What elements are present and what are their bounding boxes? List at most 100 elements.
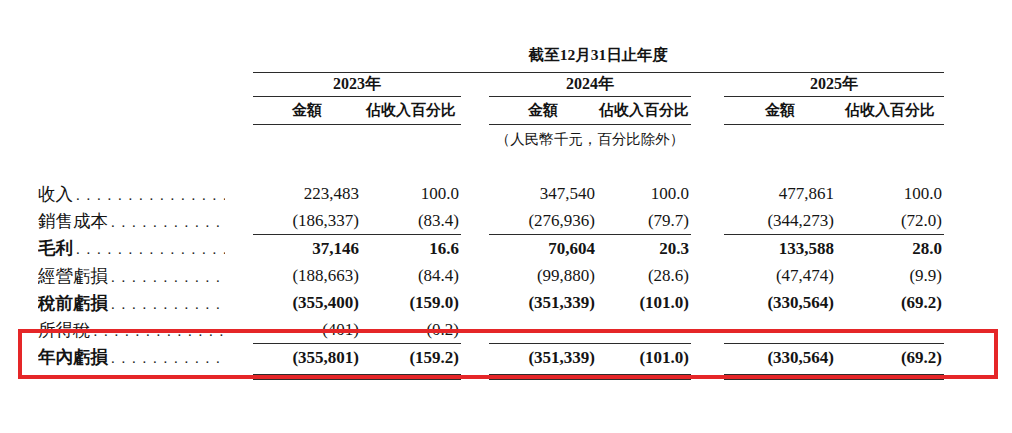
table-row: 年內虧損. . . . . . . . . . . . . . . . . . … — [38, 344, 944, 372]
amount-cell: (351,339) — [489, 289, 597, 316]
amount-cell: (276,936) — [489, 207, 597, 235]
column-gap — [691, 207, 724, 235]
amount-cell: 133,588 — [724, 235, 836, 263]
empty-cell — [253, 125, 461, 161]
amount-cell: – — [724, 316, 836, 344]
amount-header: 金額 — [489, 97, 597, 125]
empty-cell — [38, 371, 253, 385]
pct-cell: (159.2) — [361, 344, 461, 372]
double-rule-cell — [724, 371, 836, 385]
pct-cell: 100.0 — [361, 180, 461, 207]
period-title-row: 截至12月31日止年度 — [38, 30, 944, 73]
row-label-cell: 所得稅. . . . . . . . . . . . . . . . . . .… — [38, 316, 253, 344]
amount-cell: (351,339) — [489, 344, 597, 372]
column-gap — [461, 180, 489, 207]
dot-leader: . . . . . . . . . . . . . . . . . . . . … — [111, 269, 225, 286]
table-row: 毛利. . . . . . . . . . . . . . . . . . . … — [38, 235, 944, 263]
pct-cell: 20.3 — [597, 235, 691, 263]
financial-statement-page: 截至12月31日止年度 2023年 2024年 2025年 金額 佔收入百分比 … — [0, 0, 1012, 433]
pct-cell: 28.0 — [836, 235, 944, 263]
amount-cell: (355,400) — [253, 289, 361, 316]
amount-cell: 70,604 — [489, 235, 597, 263]
column-header-row: 金額 佔收入百分比 金額 佔收入百分比 金額 佔收入百分比 — [38, 97, 944, 125]
column-gap — [691, 97, 724, 125]
pct-cell: (101.0) — [597, 289, 691, 316]
dot-leader: . . . . . . . . . . . . . . . . . . . . … — [76, 241, 225, 258]
amount-cell: (188,663) — [253, 262, 361, 289]
row-label: 毛利 — [38, 236, 73, 260]
empty-cell — [38, 97, 253, 125]
amount-cell: 223,483 — [253, 180, 361, 207]
column-gap — [461, 235, 489, 263]
row-label-cell: 毛利. . . . . . . . . . . . . . . . . . . … — [38, 235, 253, 263]
table-row: 所得稅. . . . . . . . . . . . . . . . . . .… — [38, 316, 944, 344]
column-gap — [691, 289, 724, 316]
empty-cell — [724, 125, 944, 161]
pct-header: 佔收入百分比 — [597, 97, 691, 125]
column-gap — [461, 344, 489, 372]
pct-cell: (83.4) — [361, 207, 461, 235]
row-label-cell: 收入. . . . . . . . . . . . . . . . . . . … — [38, 180, 253, 207]
column-gap — [461, 73, 489, 97]
spacer-row — [38, 160, 944, 180]
column-gap — [691, 235, 724, 263]
pct-cell: – — [836, 316, 944, 344]
row-label: 稅前虧損 — [38, 291, 108, 315]
column-gap — [461, 125, 489, 161]
dot-leader: . . . . . . . . . . . . . . . . . . . . … — [76, 187, 225, 204]
empty-cell — [38, 160, 944, 180]
table-row: 銷售成本. . . . . . . . . . . . . . . . . . … — [38, 207, 944, 235]
column-gap — [691, 344, 724, 372]
year-header-2025: 2025年 — [724, 73, 944, 97]
double-rule-cell — [253, 371, 361, 385]
dot-leader: . . . . . . . . . . . . . . . . . . . . … — [111, 350, 225, 367]
dot-leader: . . . . . . . . . . . . . . . . . . . . … — [94, 323, 226, 340]
row-label: 經營虧損 — [38, 264, 108, 288]
amount-cell: 477,861 — [724, 180, 836, 207]
table-row: 經營虧損. . . . . . . . . . . . . . . . . . … — [38, 262, 944, 289]
amount-header: 金額 — [253, 97, 361, 125]
empty-cell — [38, 73, 253, 97]
year-header-row: 2023年 2024年 2025年 — [38, 73, 944, 97]
double-rule-row — [38, 371, 944, 385]
pct-cell: (9.9) — [836, 262, 944, 289]
empty-cell — [38, 125, 253, 161]
row-label: 所得稅 — [38, 318, 91, 342]
amount-cell: 347,540 — [489, 180, 597, 207]
column-gap — [691, 73, 724, 97]
dot-leader: . . . . . . . . . . . . . . . . . . . . … — [111, 296, 225, 313]
column-gap — [691, 125, 724, 161]
pct-cell: (84.4) — [361, 262, 461, 289]
unit-note-row: （人民幣千元，百分比除外） — [38, 125, 944, 161]
dot-leader: . . . . . . . . . . . . . . . . . . . . … — [111, 214, 225, 231]
amount-header: 金額 — [724, 97, 836, 125]
pct-cell: (69.2) — [836, 289, 944, 316]
pct-header: 佔收入百分比 — [836, 97, 944, 125]
pct-cell: – — [597, 316, 691, 344]
column-gap — [691, 316, 724, 344]
pct-cell: (69.2) — [836, 344, 944, 372]
pct-cell: (79.7) — [597, 207, 691, 235]
double-rule-cell — [597, 371, 691, 385]
column-gap — [691, 371, 724, 385]
year-header-2023: 2023年 — [253, 73, 461, 97]
column-gap — [461, 207, 489, 235]
amount-cell: (47,474) — [724, 262, 836, 289]
pct-cell: (72.0) — [836, 207, 944, 235]
amount-cell: (186,337) — [253, 207, 361, 235]
column-gap — [461, 289, 489, 316]
double-rule-cell — [361, 371, 461, 385]
amount-cell: (355,801) — [253, 344, 361, 372]
row-label-cell: 經營虧損. . . . . . . . . . . . . . . . . . … — [38, 262, 253, 289]
double-rule-cell — [836, 371, 944, 385]
pct-cell: (0.2) — [361, 316, 461, 344]
double-rule-cell — [489, 371, 597, 385]
table-row: 收入. . . . . . . . . . . . . . . . . . . … — [38, 180, 944, 207]
amount-cell: (330,564) — [724, 289, 836, 316]
pct-cell: (101.0) — [597, 344, 691, 372]
amount-cell: (330,564) — [724, 344, 836, 372]
pct-cell: (159.0) — [361, 289, 461, 316]
amount-cell: (401) — [253, 316, 361, 344]
year-header-2024: 2024年 — [489, 73, 691, 97]
income-statement-table: 截至12月31日止年度 2023年 2024年 2025年 金額 佔收入百分比 … — [38, 30, 944, 385]
